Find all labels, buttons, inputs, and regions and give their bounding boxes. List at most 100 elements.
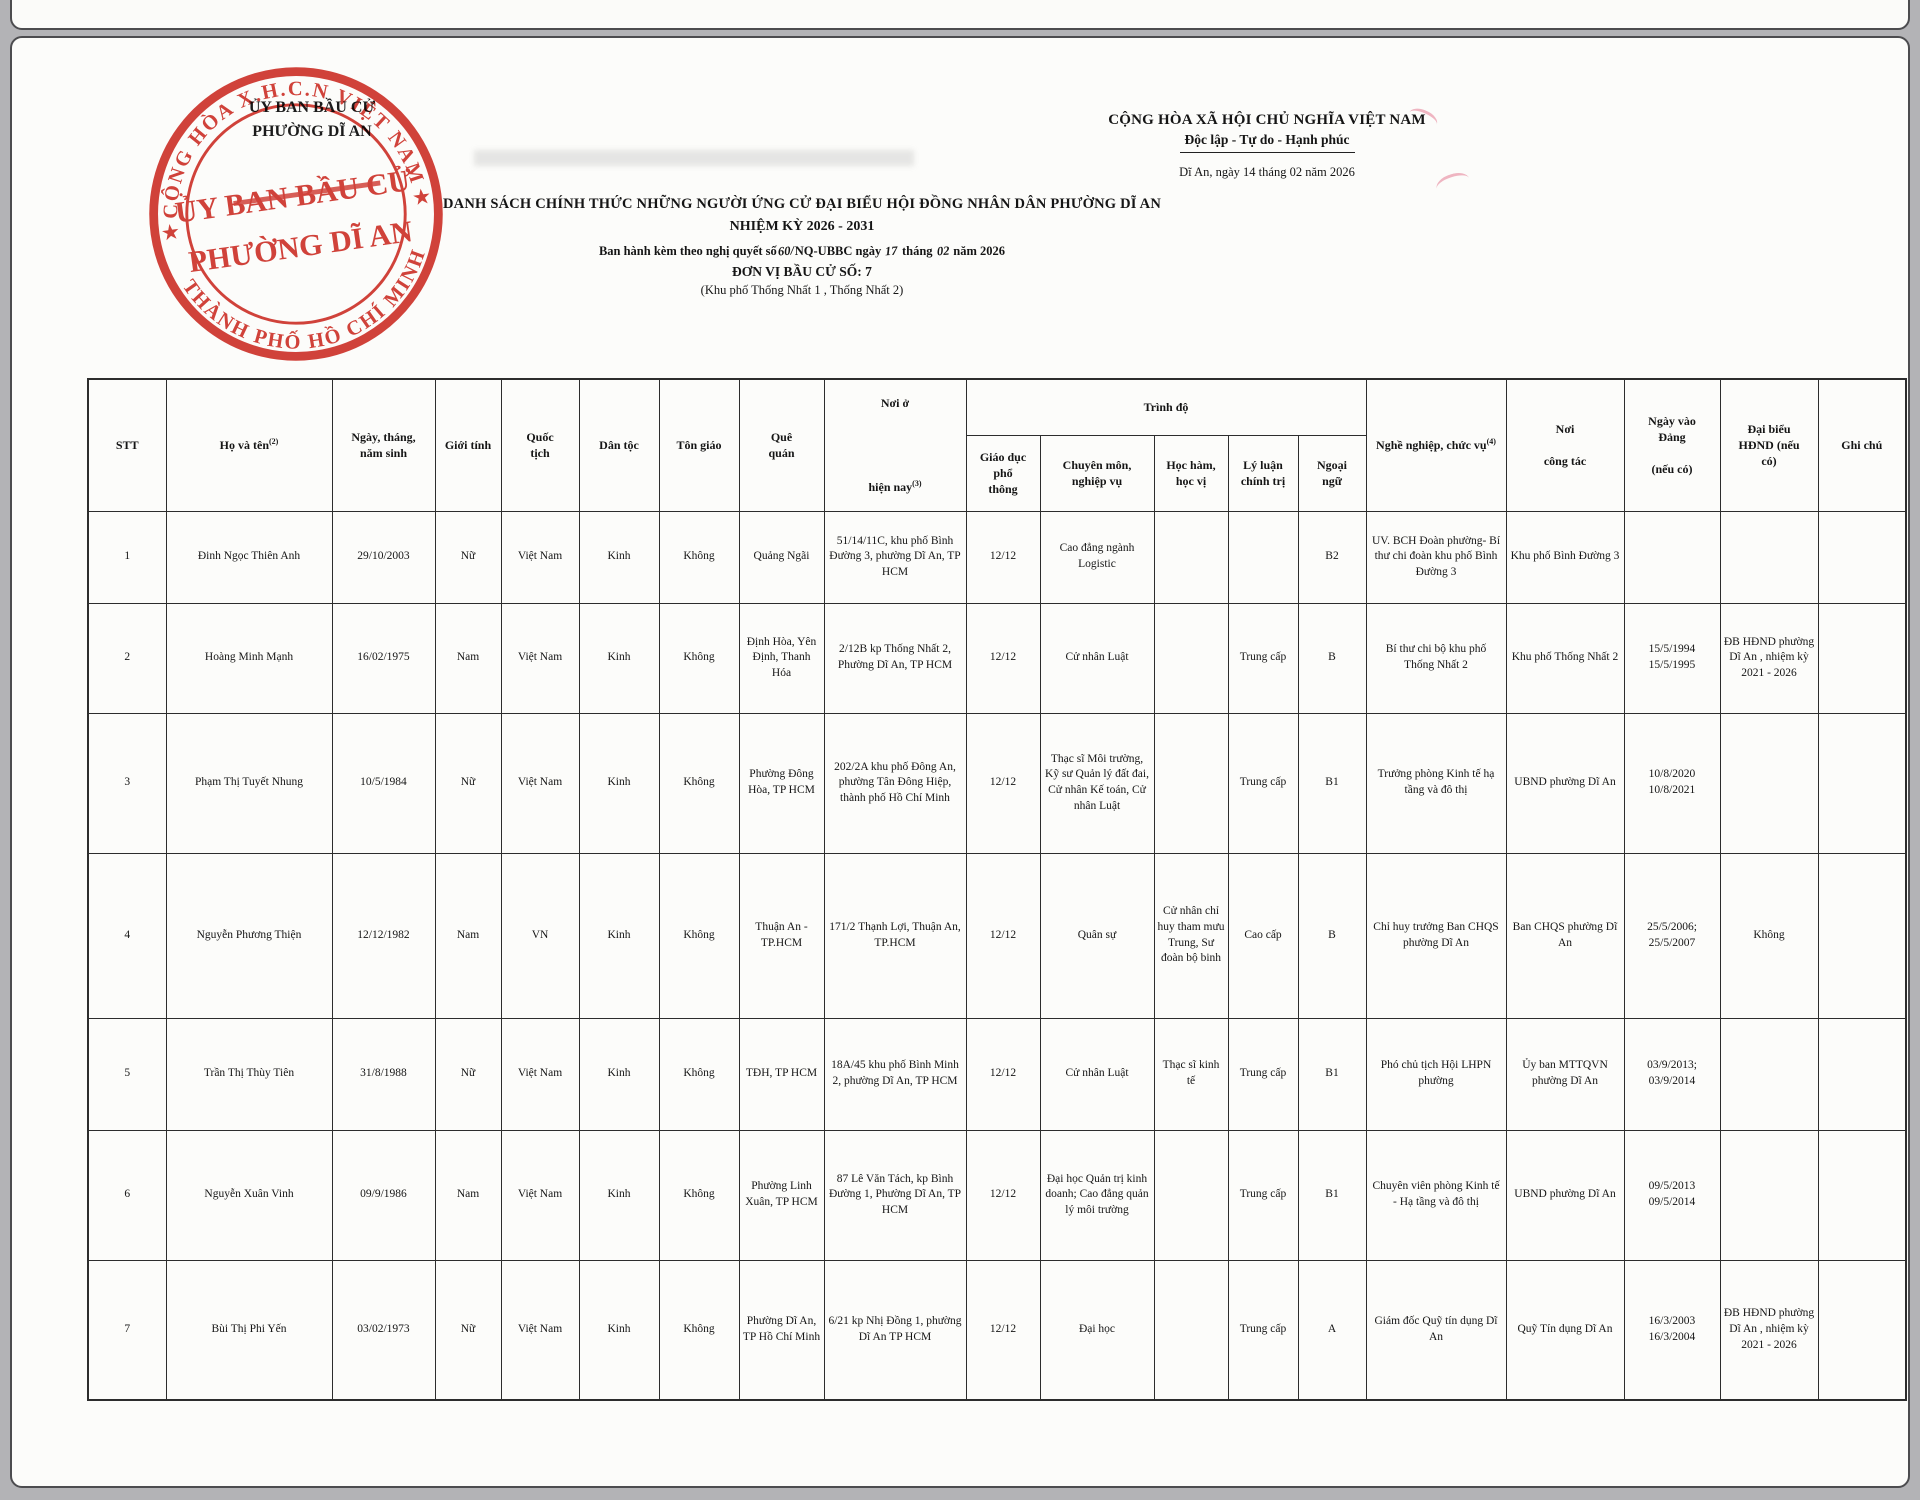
table-cell: B1 <box>1297 1129 1367 1261</box>
table-cell: Nữ <box>434 1259 502 1401</box>
table-cell: A <box>1297 1259 1367 1401</box>
table-cell: B2 <box>1297 510 1367 604</box>
table-cell: 12/12 <box>965 712 1041 854</box>
table-cell: Ủy ban MTTQVN phường Dĩ An <box>1505 1017 1625 1131</box>
table-body: 1 Đinh Ngọc Thiên Anh 29/10/2003 Nữ Việt Nam… <box>87 510 1907 1401</box>
table-cell: UBND phường Dĩ An <box>1505 1129 1625 1261</box>
table-cell: Việt Nam <box>500 1129 580 1261</box>
letterhead-line2: PHƯỜNG DĨ AN <box>252 123 372 140</box>
table-cell <box>1623 510 1721 604</box>
table-cell: 12/12 <box>965 1017 1041 1131</box>
table-cell: 171/2 Thạnh Lợi, Thuận An, TP.HCM <box>823 852 967 1019</box>
table-cell: 51/14/11C, khu phố Bình Đường 3, phường … <box>823 510 967 604</box>
table-cell: Đinh Ngọc Thiên Anh <box>165 510 333 604</box>
document-title: DANH SÁCH CHÍNH THỨC NHỮNG NGƯỜI ỨNG CỬ … <box>443 196 1161 212</box>
table-row: 2 Hoàng Minh Mạnh 16/02/1975 Nam Việt Nam Kin… <box>87 602 1907 714</box>
col-language: Ngoại ngữ <box>1297 434 1367 512</box>
letterhead-line1: ỦY BAN BẦU CỬ <box>248 99 376 116</box>
col-occupation: Nghề nghiệp, chức vụ(4) <box>1365 378 1507 512</box>
table-cell: Chỉ huy trưởng Ban CHQS phường Dĩ An <box>1365 852 1507 1019</box>
table-row: 6 Nguyễn Xuân Vinh 09/9/1986 Nam Việt Nam Kin… <box>87 1129 1907 1261</box>
table-cell: Thuận An - TP.HCM <box>738 852 825 1019</box>
table-cell: Trung cấp <box>1227 1017 1299 1131</box>
letterhead: ỦY BAN BẦU CỬ PHƯỜNG DĨ AN <box>162 96 462 144</box>
table-cell: VN <box>500 852 580 1019</box>
col-residence: Nơi ở hiện nay(3) <box>823 378 967 512</box>
col-residence-bottom-text: hiện nay <box>868 480 913 495</box>
col-dob: Ngày, tháng, năm sinh <box>331 378 436 512</box>
table-cell: Giám đốc Quỹ tín dụng Dĩ An <box>1365 1259 1507 1401</box>
col-gender: Giới tính <box>434 378 502 512</box>
table-cell: TĐH, TP HCM <box>738 1017 825 1131</box>
table-cell <box>1153 602 1229 714</box>
table-cell: 202/2A khu phố Đông An, phường Tân Đông … <box>823 712 967 854</box>
table-cell: 3 <box>87 712 167 854</box>
seal-strike-line <box>233 180 381 206</box>
seal-star-right-icon: ★ <box>410 184 432 210</box>
table-cell: Không <box>658 602 740 714</box>
seal-inner-line2: PHƯỜNG DĨ AN <box>187 214 415 279</box>
table-cell: Kinh <box>578 1259 660 1401</box>
table-cell: Phó chủ tịch Hội LHPN phường <box>1365 1017 1507 1131</box>
table-cell: Đại học Quản trị kinh doanh; Cao đẳng qu… <box>1039 1129 1155 1261</box>
table-cell: 29/10/2003 <box>331 510 436 604</box>
table-cell: Không <box>658 712 740 854</box>
table-cell: 03/9/2013; 03/9/2014 <box>1623 1017 1721 1131</box>
table-cell: Ban CHQS phường Dĩ An <box>1505 852 1625 1019</box>
table-cell: Bí thư chi bộ khu phố Thống Nhất 2 <box>1365 602 1507 714</box>
issue-text: Ban hành kèm theo nghị quyết số <box>598 244 777 258</box>
document-title-block: DANH SÁCH CHÍNH THỨC NHỮNG NGƯỜI ỨNG CỬ … <box>332 196 1272 298</box>
table-cell: 03/02/1973 <box>331 1259 436 1401</box>
scan-smudge <box>474 150 914 166</box>
national-motto: Độc lập - Tự do - Hạnh phúc <box>1184 132 1350 147</box>
table-cell: Không <box>658 1129 740 1261</box>
table-cell: Kinh <box>578 712 660 854</box>
col-residence-bottom: hiện nay(3) <box>828 479 963 495</box>
table-cell: Phạm Thị Tuyết Nhung <box>165 712 333 854</box>
table-cell: ĐB HĐND phường Dĩ An , nhiệm kỳ 2021 - 2… <box>1719 602 1819 714</box>
table-cell: Việt Nam <box>500 712 580 854</box>
table-cell: B <box>1297 852 1367 1019</box>
table-cell: 31/8/1988 <box>331 1017 436 1131</box>
table-cell: Trung cấp <box>1227 602 1299 714</box>
col-council: Đại biểu HĐND (nếu có) <box>1719 378 1819 512</box>
table-cell <box>1153 510 1229 604</box>
table-cell <box>1153 1259 1229 1401</box>
col-residence-top: Nơi ở <box>880 396 910 411</box>
table-cell <box>1153 712 1229 854</box>
table-row: 5 Trần Thị Thùy Tiên 31/8/1988 Nữ Việt Nam Ki… <box>87 1017 1907 1131</box>
table-cell: Nữ <box>434 712 502 854</box>
table-cell: 87 Lê Văn Tách, kp Bình Đường 1, Phường … <box>823 1129 967 1261</box>
red-seal-stamp-icon: CỘNG HÒA X.H.C.N VIỆT NAM THÀNH PHỐ HỒ C… <box>143 60 443 370</box>
table-cell: B1 <box>1297 1017 1367 1131</box>
table-cell: Nữ <box>434 510 502 604</box>
table-cell: Trưởng phòng Kinh tế hạ tầng và đô thị <box>1365 712 1507 854</box>
table-cell: Trần Thị Thùy Tiên <box>165 1017 333 1131</box>
table-cell: Cao đẳng ngành Logistic <box>1039 510 1155 604</box>
table-row: 4 Nguyễn Phương Thiện 12/12/1982 Nam VN Kinh K… <box>87 852 1907 1019</box>
col-workplace: Nơi công tác <box>1505 378 1625 512</box>
table-cell: Việt Nam <box>500 602 580 714</box>
table-cell: Kinh <box>578 1017 660 1131</box>
table-cell <box>1719 1017 1819 1131</box>
table-cell: Nam <box>434 602 502 714</box>
table-cell: Thạc sĩ Môi trường, Kỹ sư Quản lý đất đa… <box>1039 712 1155 854</box>
table-cell: 4 <box>87 852 167 1019</box>
issue-text: tháng <box>898 244 936 258</box>
col-edu: Giáo dục phổ thông <box>965 434 1041 512</box>
table-cell: Đại học <box>1039 1259 1155 1401</box>
table-cell <box>1227 510 1299 604</box>
issue-line: Ban hành kèm theo nghị quyết số60/NQ-UBB… <box>332 243 1272 259</box>
table-cell: Kinh <box>578 852 660 1019</box>
document-term: NHIỆM KỲ 2026 - 2031 <box>729 219 875 234</box>
handwritten-number: 02 <box>936 243 950 259</box>
table-row: 1 Đinh Ngọc Thiên Anh 29/10/2003 Nữ Việt Nam… <box>87 510 1907 604</box>
col-party-date: Ngày vào Đảng (nếu có) <box>1623 378 1721 512</box>
table-cell <box>1817 1259 1907 1401</box>
table-cell: Cử nhân chỉ huy tham mưu Trung, Sư đoàn … <box>1153 852 1229 1019</box>
table-cell: Quảng Ngãi <box>738 510 825 604</box>
col-occupation-label: Nghề nghiệp, chức vụ <box>1376 438 1487 453</box>
table-cell: Nguyễn Xuân Vinh <box>165 1129 333 1261</box>
election-area-line: (Khu phố Thống Nhất 1 , Thống Nhất 2) <box>700 283 904 297</box>
